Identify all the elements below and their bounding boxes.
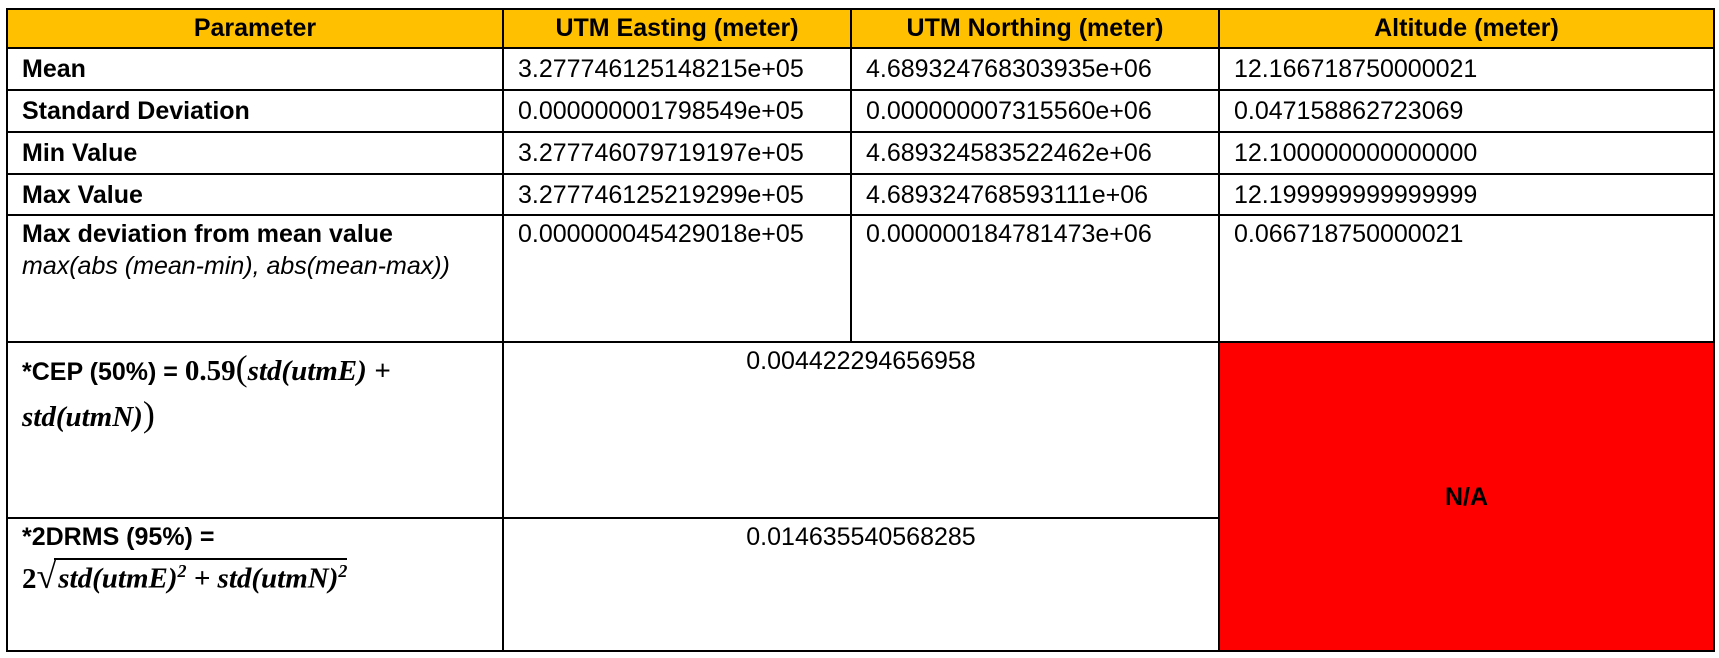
table-row-max: Max Value 3.277746125219299e+05 4.689324…	[6, 172, 1715, 217]
row-label: Mean	[6, 46, 504, 91]
drms-term-northing: std(utmN)	[217, 563, 339, 596]
max-deviation-label-cell: Max deviation from mean value max(abs (m…	[6, 214, 504, 344]
cep-label-cell: *CEP (50%) = 0.59(std(utmE) + std(utmN))	[6, 341, 504, 520]
sqrt-icon: √	[36, 556, 57, 597]
cell-northing: 0.000000007315560e+06	[850, 88, 1220, 133]
table-row-mean: Mean 3.277746125148215e+05 4.68932476830…	[6, 46, 1715, 91]
header-parameter: Parameter	[6, 8, 504, 49]
cell-easting: 3.277746125148215e+05	[502, 46, 852, 91]
cep-label: *CEP (50%) =	[22, 358, 185, 387]
cell-easting: 0.000000001798549e+05	[502, 88, 852, 133]
cell-northing: 0.000000184781473e+06	[850, 214, 1220, 344]
drms-exponent: 2	[177, 561, 187, 582]
cell-northing: 4.689324583522462e+06	[850, 130, 1220, 175]
cell-easting: 3.277746125219299e+05	[502, 172, 852, 217]
cell-altitude: 12.166718750000021	[1218, 46, 1715, 91]
row-label: Max Value	[6, 172, 504, 217]
cep-term-northing: std(utmN)	[22, 401, 143, 434]
table-row-max-deviation: Max deviation from mean value max(abs (m…	[6, 214, 1715, 344]
drms-formula: 2√std(utmE)2 + std(utmN)2	[22, 553, 488, 599]
table-row-2drms: *2DRMS (95%) = 2√std(utmE)2 + std(utmN)2…	[6, 517, 1714, 652]
cell-northing: 4.689324768303935e+06	[850, 46, 1220, 91]
table-row-std: Standard Deviation 0.000000001798549e+05…	[6, 88, 1715, 133]
table-row-cep: *CEP (50%) = 0.59(std(utmE) + std(utmN))…	[6, 341, 1715, 652]
cep-term-easting: std(utmE)	[247, 355, 367, 388]
altitude-na-cell: N/A	[1218, 341, 1715, 652]
max-deviation-formula: max(abs (mean-min), abs(mean-max))	[22, 252, 450, 281]
row-label: Standard Deviation	[6, 88, 504, 133]
row-label: Min Value	[6, 130, 504, 175]
statistics-table: Parameter UTM Easting (meter) UTM Northi…	[6, 8, 1715, 652]
drms-label-cell: *2DRMS (95%) = 2√std(utmE)2 + std(utmN)2	[6, 517, 504, 652]
drms-label: *2DRMS (95%) =	[22, 523, 215, 552]
cell-altitude: 12.100000000000000	[1218, 130, 1715, 175]
header-utm-easting: UTM Easting (meter)	[502, 8, 852, 49]
cell-easting: 0.000000045429018e+05	[502, 214, 852, 344]
cep-coefficient: 0.59	[184, 355, 236, 388]
cell-altitude: 0.047158862723069	[1218, 88, 1715, 133]
cell-easting: 3.277746079719197e+05	[502, 130, 852, 175]
cep-formula: 0.59(std(utmE) + std(utmN))	[22, 348, 391, 435]
drms-exponent: 2	[338, 561, 348, 582]
max-deviation-label: Max deviation from mean value	[22, 220, 393, 249]
drms-term-easting: std(utmE)	[58, 563, 178, 596]
table-row-min: Min Value 3.277746079719197e+05 4.689324…	[6, 130, 1715, 175]
header-row: Parameter UTM Easting (meter) UTM Northi…	[6, 8, 1715, 49]
cell-altitude: 0.066718750000021	[1218, 214, 1715, 344]
cell-altitude: 12.199999999999999	[1218, 172, 1715, 217]
header-altitude: Altitude (meter)	[1218, 8, 1715, 49]
cell-northing: 4.689324768593111e+06	[850, 172, 1220, 217]
cep-value: 0.004422294656958	[502, 341, 1220, 520]
header-utm-northing: UTM Northing (meter)	[850, 8, 1220, 49]
drms-value: 0.014635540568285	[502, 517, 1220, 652]
drms-coefficient: 2	[22, 563, 37, 596]
